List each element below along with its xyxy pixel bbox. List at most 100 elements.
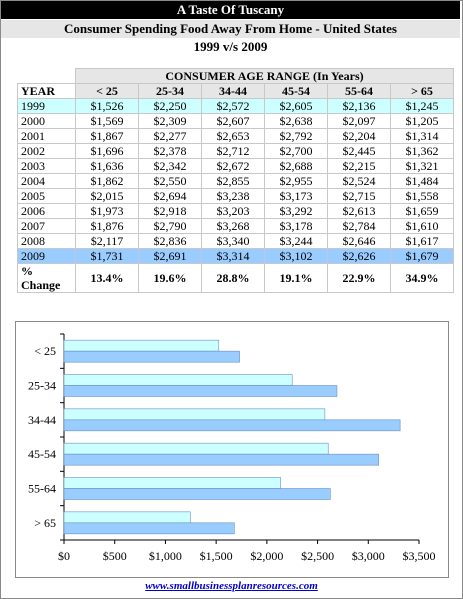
- value-cell: $2,607: [201, 113, 265, 129]
- value-cell: $3,238: [201, 188, 265, 204]
- table-row: 2004 $1,862 $2,550 $2,855 $2,955 $2,524 $1,484: [17, 173, 454, 189]
- pct-change-label: % Change: [17, 263, 76, 293]
- pct-change-cell: 34.9%: [390, 263, 454, 293]
- year-cell: 2003: [17, 158, 76, 174]
- column-header: > 65: [390, 83, 454, 99]
- value-cell: $2,694: [138, 188, 202, 204]
- footer-link[interactable]: www.smallbusinessplanresources.com: [145, 580, 318, 592]
- table-row: 2005 $2,015 $2,694 $3,238 $3,173 $2,715 $1,558: [17, 188, 454, 204]
- blank-cell: [17, 68, 76, 84]
- value-cell: $1,362: [390, 143, 454, 159]
- year-cell: 2008: [17, 233, 76, 249]
- x-tick-label: $2,000: [250, 549, 283, 563]
- bar: [63, 477, 281, 489]
- table-row: 2000 $1,569 $2,309 $2,607 $2,638 $2,097 $1,205: [17, 113, 454, 129]
- year-cell: 2007: [17, 218, 76, 234]
- pct-change-cell: 19.6%: [138, 263, 202, 293]
- category-label: 25-34: [28, 379, 56, 393]
- value-cell: $2,250: [138, 98, 202, 114]
- year-cell: 2006: [17, 203, 76, 219]
- value-cell: $1,696: [75, 143, 139, 159]
- value-cell: $2,688: [264, 158, 328, 174]
- table-row: 2003 $1,636 $2,342 $2,672 $2,688 $2,215 $1,321: [17, 158, 454, 174]
- value-cell: $3,178: [264, 218, 328, 234]
- x-tick-label: $0: [58, 549, 70, 563]
- x-tick-label: $500: [103, 549, 127, 563]
- value-cell: $2,277: [138, 128, 202, 144]
- value-cell: $2,378: [138, 143, 202, 159]
- column-header: 55-64: [327, 83, 391, 99]
- bar: [63, 488, 331, 500]
- value-cell: $3,268: [201, 218, 265, 234]
- bar: [63, 374, 293, 386]
- year-cell: 1999: [17, 98, 76, 114]
- table-row: 2002 $1,696 $2,378 $2,712 $2,700 $2,445 $1,362: [17, 143, 454, 159]
- value-cell: $1,558: [390, 188, 454, 204]
- bar-chart: < 25 25-34 34-44 45-54 55-64 > 65 $0 $500 $1,000…: [15, 321, 449, 578]
- year-cell: 2002: [17, 143, 76, 159]
- value-cell: $3,244: [264, 233, 328, 249]
- value-cell: $1,636: [75, 158, 139, 174]
- table-row: 2007 $1,876 $2,790 $3,268 $3,178 $2,784 $1,610: [17, 218, 454, 234]
- category-label: < 25: [34, 344, 56, 358]
- value-cell: $3,292: [264, 203, 328, 219]
- value-cell: $1,659: [390, 203, 454, 219]
- value-cell: $3,314: [201, 248, 265, 264]
- year-cell: 2005: [17, 188, 76, 204]
- column-header: < 25: [75, 83, 139, 99]
- value-cell: $2,955: [264, 173, 328, 189]
- year-header: YEAR: [17, 83, 76, 99]
- value-cell: $2,672: [201, 158, 265, 174]
- value-cell: $2,638: [264, 113, 328, 129]
- value-cell: $2,918: [138, 203, 202, 219]
- value-cell: $1,679: [390, 248, 454, 264]
- value-cell: $2,136: [327, 98, 391, 114]
- x-tick-label: $1,500: [200, 549, 233, 563]
- pct-change-cell: 13.4%: [75, 263, 139, 293]
- value-cell: $1,245: [390, 98, 454, 114]
- value-cell: $1,876: [75, 218, 139, 234]
- value-cell: $1,205: [390, 113, 454, 129]
- value-cell: $2,572: [201, 98, 265, 114]
- value-cell: $1,569: [75, 113, 139, 129]
- value-cell: $2,653: [201, 128, 265, 144]
- value-cell: $2,715: [327, 188, 391, 204]
- footer: www.smallbusinessplanresources.com: [0, 580, 463, 592]
- value-cell: $2,015: [75, 188, 139, 204]
- table-row: 2006 $1,973 $2,918 $3,203 $3,292 $2,613 $1,659: [17, 203, 454, 219]
- page-title: A Taste Of Tuscany: [1, 1, 460, 19]
- category-label: 34-44: [28, 413, 56, 427]
- bar: [63, 522, 235, 535]
- table-row: 2008 $2,117 $2,836 $3,340 $3,244 $2,646 $1,617: [17, 233, 454, 249]
- year-cell: 2009: [17, 248, 76, 264]
- value-cell: $3,340: [201, 233, 265, 249]
- bar: [63, 350, 240, 363]
- table-row: 2009 $1,731 $2,691 $3,314 $3,102 $2,626 $1,679: [17, 248, 454, 264]
- year-cell: 2001: [17, 128, 76, 144]
- bar: [63, 339, 220, 352]
- value-cell: $1,731: [75, 248, 139, 264]
- bar: [63, 408, 326, 421]
- pct-change-row: % Change 13.4% 19.6% 28.8% 19.1% 22.9% 34.9%: [17, 263, 454, 293]
- pct-change-cell: 22.9%: [327, 263, 391, 293]
- value-cell: $2,309: [138, 113, 202, 129]
- value-cell: $2,550: [138, 173, 202, 189]
- column-header: 34-44: [201, 83, 265, 99]
- bar: [63, 385, 338, 397]
- value-cell: $2,342: [138, 158, 202, 174]
- value-cell: $1,862: [75, 173, 139, 189]
- value-cell: $2,700: [264, 143, 328, 159]
- value-cell: $2,215: [327, 158, 391, 174]
- value-cell: $2,097: [327, 113, 391, 129]
- value-cell: $1,484: [390, 173, 454, 189]
- value-cell: $2,792: [264, 128, 328, 144]
- page-subtitle: Consumer Spending Food Away From Home - …: [1, 20, 460, 38]
- value-cell: $2,691: [138, 248, 202, 264]
- value-cell: $3,102: [264, 248, 328, 264]
- x-tick-label: $1,000: [149, 549, 182, 563]
- value-cell: $1,617: [390, 233, 454, 249]
- value-cell: $2,784: [327, 218, 391, 234]
- bar: [63, 442, 329, 455]
- value-cell: $2,204: [327, 128, 391, 144]
- value-cell: $2,605: [264, 98, 328, 114]
